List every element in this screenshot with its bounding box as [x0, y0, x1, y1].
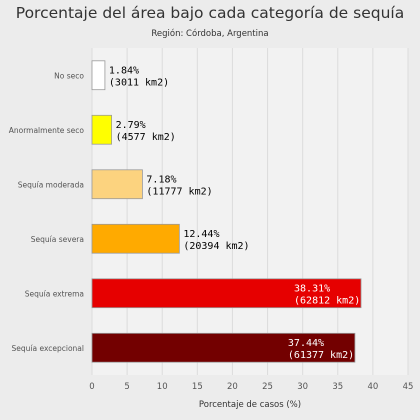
bar	[91, 60, 106, 91]
x-axis-label: Porcentaje de casos (%)	[199, 400, 301, 410]
bar-labels: 1.84%(3011 km2) 2.79%(4577 km2) 7.18%(1177…	[109, 65, 360, 361]
bar-value-label: (62812 km2)	[294, 295, 360, 306]
bar	[91, 332, 356, 363]
category-label: No seco	[54, 71, 84, 80]
x-tick-label: 20	[227, 382, 238, 392]
category-label: Sequía excepcional	[12, 344, 84, 353]
bar-value-label: (4577 km2)	[116, 132, 176, 143]
x-tick-labels: 0 5 10 15 20 25 30 35 40 45	[89, 382, 413, 392]
bar	[91, 114, 112, 145]
x-tick-label: 30	[297, 382, 308, 392]
x-tick-label: 15	[192, 382, 203, 392]
bar	[91, 278, 362, 309]
x-tick-label: 35	[332, 382, 343, 392]
bar-value-label: (61377 km2)	[288, 350, 354, 361]
chart-title: Porcentaje del área bajo cada categoría …	[15, 4, 405, 22]
bar-value-label: 1.84%	[109, 65, 139, 76]
bar-value-label: (3011 km2)	[109, 77, 169, 88]
chart-subtitle: Región: Córdoba, Argentina	[151, 29, 269, 39]
category-labels: No seco Anormalmente seco Sequía moderada S…	[9, 71, 85, 353]
bars-group	[91, 60, 362, 363]
bar-value-label: (20394 km2)	[183, 241, 249, 252]
category-label: Anormalmente seco	[9, 126, 85, 135]
bar	[91, 223, 180, 254]
grid-lines	[91, 48, 409, 375]
bar-value-label: 12.44%	[183, 229, 219, 240]
bar-value-label: 7.18%	[146, 174, 176, 185]
category-label: Sequía moderada	[18, 180, 84, 189]
bar-value-label: 38.31%	[294, 283, 330, 294]
x-tick-label: 10	[157, 382, 168, 392]
x-tick-label: 0	[89, 382, 94, 392]
plot-area	[92, 48, 408, 375]
x-tick-label: 40	[367, 382, 378, 392]
bar-value-label: (11777 km2)	[146, 186, 212, 197]
x-tick-label: 25	[262, 382, 273, 392]
category-label: Sequía extrema	[25, 289, 84, 298]
bar-value-label: 37.44%	[288, 338, 324, 349]
category-label: Sequía severa	[31, 235, 84, 244]
bar-value-label: 2.79%	[116, 120, 146, 131]
x-tick-label: 45	[403, 382, 414, 392]
bar	[91, 169, 143, 200]
x-tick-label: 5	[124, 382, 129, 392]
